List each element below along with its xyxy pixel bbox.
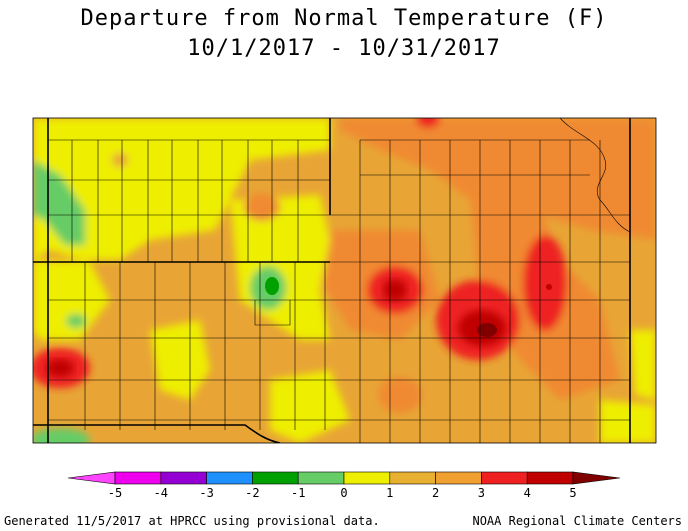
hot-spot-northeast [523,235,567,331]
map-frame [32,117,657,444]
legend-bin [343,471,391,485]
footer-source: NOAA Regional Climate Centers [472,514,682,528]
region-green-south [33,428,90,443]
state-boundaries [33,118,631,443]
region-northeast [340,118,656,240]
legend-tick-label: -3 [199,486,213,500]
legend-bin [526,471,574,485]
hot-max-east [477,323,497,337]
legend-bin [481,471,528,485]
region-northwest-yellow [33,118,330,260]
hot-spot-north [416,118,440,128]
hot-core-central [383,279,407,301]
hot-dot-northeast [546,284,552,290]
map-subtitle: 10/1/2017 - 10/31/2017 [187,36,501,61]
hot-core-west [46,359,74,377]
legend-bin [297,471,345,485]
region-green-small [66,314,86,328]
legend-tick-label: 2 [432,486,439,500]
legend-bin [389,471,436,485]
legend-tick-label: -5 [108,486,122,500]
legend-bin [435,471,482,485]
legend-tick-label: -4 [154,486,168,500]
region-south-yellow-2 [270,370,350,443]
map-title: Departure from Normal Temperature (F) [80,6,608,31]
legend-tick-label: 3 [478,486,485,500]
color-legend: -5 -4 -3 -2 -1 0 1 2 3 4 5 [67,471,621,500]
legend-bin [252,471,299,485]
legend-tick-label: -1 [291,486,305,500]
patch-orange-1 [244,193,280,221]
legend-arrow-low [67,471,116,485]
region-southeast-yellow [600,400,656,443]
legend-tick-label: 4 [524,486,531,500]
region-east-yellow [630,330,656,400]
legend-bin [160,471,207,485]
patch-orange-3 [378,377,422,413]
cool-core-central [265,277,279,295]
legend-tick-label: 1 [386,486,393,500]
legend-tick-label: 5 [569,486,576,500]
legend-arrow-high [572,471,621,485]
legend-bin [114,471,162,485]
legend-bin [206,471,253,485]
legend-tick-label: 0 [340,486,347,500]
patch-orange-2 [112,153,128,167]
legend-tick-label: -2 [245,486,259,500]
county-boundaries [48,118,631,443]
map-area [33,118,656,443]
footer-generated-note: Generated 11/5/2017 at HPRCC using provi… [4,514,380,528]
